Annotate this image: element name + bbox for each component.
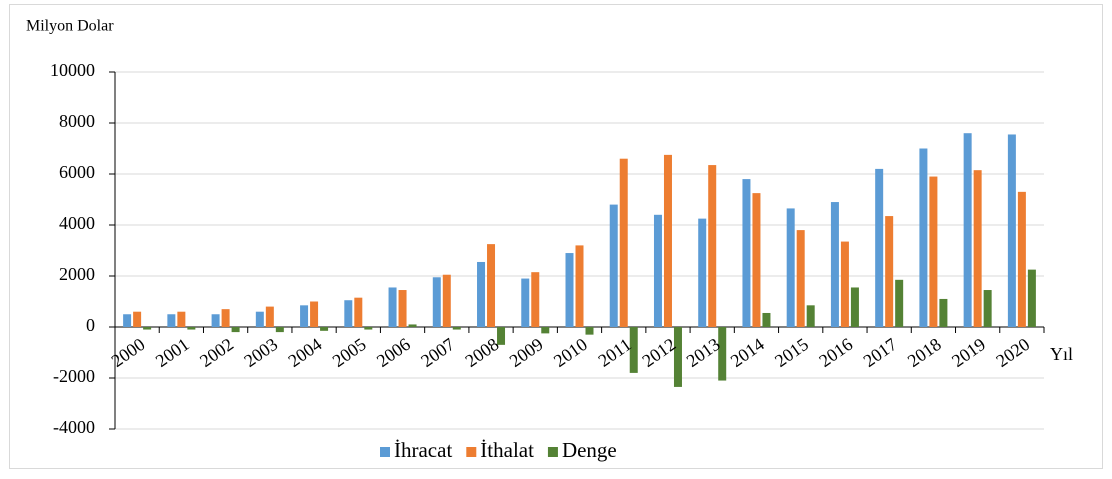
bar (875, 168, 884, 327)
chart-frame (9, 4, 1103, 469)
bar (477, 261, 486, 327)
bar (1027, 269, 1036, 327)
bar (320, 327, 329, 331)
bar (187, 327, 196, 330)
bar (963, 133, 972, 327)
bar (275, 327, 284, 333)
y-tick-label: 8000 (59, 111, 95, 131)
bar (521, 278, 530, 327)
legend-swatch (380, 447, 390, 457)
bar (742, 179, 751, 327)
bar (123, 314, 132, 327)
x-axis-label: Yıl (1050, 344, 1073, 364)
bar (673, 327, 682, 387)
bar (762, 312, 771, 327)
y-tick-label: -2000 (53, 366, 95, 386)
bar (663, 154, 672, 327)
bar (531, 272, 540, 327)
bar (752, 193, 761, 327)
bar (718, 327, 727, 381)
bar (1017, 191, 1026, 327)
bar (840, 241, 849, 327)
bar (885, 216, 894, 327)
bar (786, 208, 795, 327)
bar (541, 327, 550, 334)
bar (929, 176, 938, 327)
bar (133, 311, 142, 327)
bar (143, 327, 152, 330)
bar (432, 277, 441, 327)
legend-swatch (466, 447, 477, 457)
bar (167, 314, 176, 327)
bar (565, 253, 574, 327)
bar (983, 290, 992, 327)
bar (487, 244, 496, 327)
bar (629, 327, 638, 373)
bar (408, 324, 417, 327)
legend-label: Denge (562, 438, 617, 462)
bar (973, 170, 982, 327)
bar (231, 327, 240, 333)
y-tick-label: 4000 (59, 213, 95, 233)
bar (177, 311, 186, 327)
bar (452, 327, 461, 330)
bar (939, 298, 948, 327)
legend-label: İthalat (480, 438, 534, 462)
bar (796, 230, 805, 327)
legend-swatch (547, 447, 558, 457)
bar (619, 158, 628, 327)
bar (388, 287, 397, 327)
bar (221, 309, 230, 327)
bar (255, 311, 264, 327)
legend-label: İhracat (394, 438, 452, 462)
bar (1007, 134, 1016, 327)
bar (265, 306, 274, 327)
y-tick-label: 10000 (50, 60, 95, 80)
bar (497, 327, 506, 345)
bar (364, 327, 373, 330)
bar (708, 165, 717, 327)
bar (653, 214, 662, 327)
y-tick-label: -4000 (53, 417, 95, 437)
y-tick-label: 6000 (59, 162, 95, 182)
bar (919, 148, 928, 327)
bar (442, 274, 451, 327)
bar (585, 327, 594, 335)
y-tick-label: 2000 (59, 264, 95, 284)
bar (609, 204, 618, 327)
y-axis-label: Milyon Dolar (26, 18, 114, 35)
bar (344, 300, 353, 327)
bar (698, 218, 707, 327)
y-tick-label: 0 (86, 315, 95, 335)
bar (850, 287, 859, 327)
bar (310, 301, 319, 327)
bar (300, 305, 309, 327)
bar (354, 297, 363, 327)
bar (211, 314, 220, 327)
bar (806, 305, 815, 327)
bar (575, 245, 584, 327)
bar (398, 290, 407, 327)
bar (830, 202, 839, 327)
bar (895, 279, 904, 327)
